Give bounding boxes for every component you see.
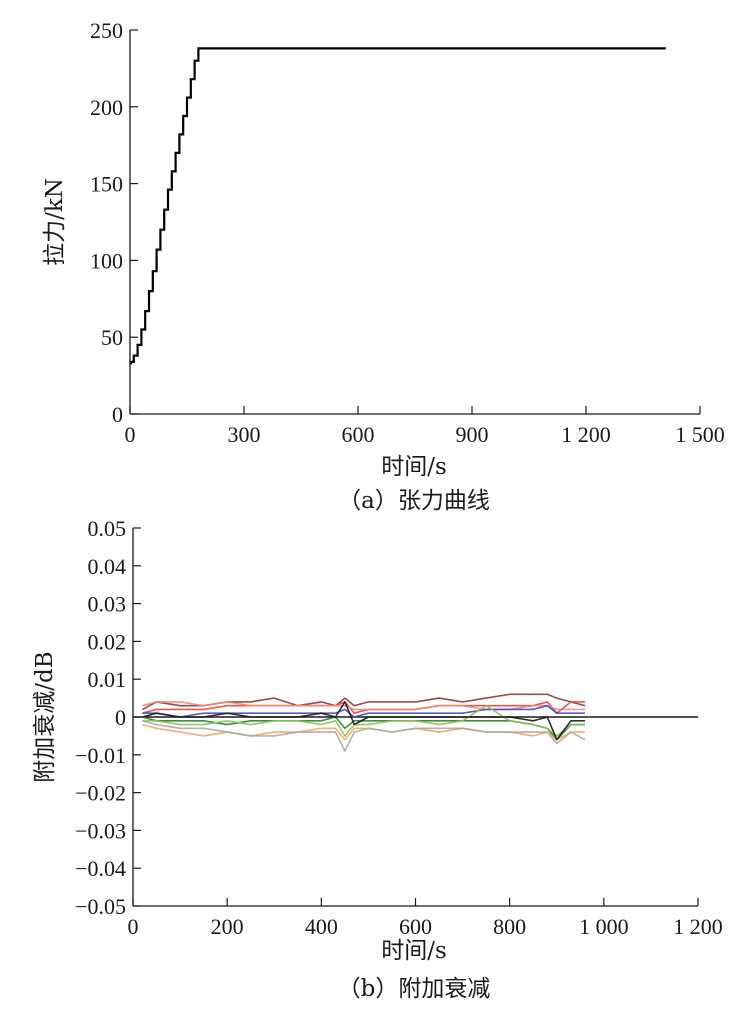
y-tick-label: 250 xyxy=(90,18,123,43)
x-tick-label: 1 500 xyxy=(675,422,725,447)
attenuation-series-line-8 xyxy=(142,701,585,741)
y-tick-label: 200 xyxy=(90,95,123,120)
x-tick-label: 900 xyxy=(456,422,489,447)
y-tick-label: −0.02 xyxy=(75,781,126,806)
tension-series-layer xyxy=(130,47,666,365)
y-tick-label: −0.01 xyxy=(75,743,126,768)
y-tick-label: 0 xyxy=(112,402,123,427)
x-tick-label: 300 xyxy=(228,422,261,447)
attenuation-axes: 0 200 400 600 800 1 000 1 200 0.05 0.04 0.03 0.02 0… xyxy=(75,516,723,939)
y-tick-label: 150 xyxy=(90,172,123,197)
x-tick-label: 0 xyxy=(128,914,139,939)
tension-chart: 0 300 600 900 1 200 1 500 0 50 100 150 200 250 时间/s… xyxy=(42,18,725,514)
y-tick-label: 0.02 xyxy=(88,629,127,654)
attenuation-series-line-5 xyxy=(142,704,585,737)
attenuation-y-axis-label: 附加衰减/dB xyxy=(32,651,58,782)
tension-series-line-0 xyxy=(130,47,666,365)
x-tick-label: 400 xyxy=(305,914,338,939)
x-tick-label: 600 xyxy=(342,422,375,447)
y-tick-label: 50 xyxy=(101,325,123,350)
tension-y-axis-label: 拉力/kN xyxy=(42,178,68,266)
y-tick-label: 0.01 xyxy=(88,667,127,692)
attenuation-x-axis-label: 时间/s xyxy=(381,938,447,964)
attenuation-series-line-0 xyxy=(142,693,586,711)
attenuation-chart: 0 200 400 600 800 1 000 1 200 0.05 0.04 0.03 0.02 0… xyxy=(32,516,723,1002)
attenuation-series-layer xyxy=(133,693,698,752)
y-tick-label: −0.04 xyxy=(75,856,126,881)
y-tick-label: −0.03 xyxy=(75,818,126,843)
attenuation-caption: （b）附加衰减 xyxy=(338,976,491,1002)
x-tick-label: 1 200 xyxy=(673,914,723,939)
tension-caption: （a）张力曲线 xyxy=(338,488,490,514)
x-tick-label: 1 200 xyxy=(561,422,611,447)
tension-axes: 0 300 600 900 1 200 1 500 0 50 100 150 200 250 xyxy=(90,18,725,447)
tension-x-axis-label: 时间/s xyxy=(381,454,447,480)
x-tick-label: 0 xyxy=(125,422,136,447)
y-tick-label: 0.03 xyxy=(88,592,127,617)
attenuation-series-line-7 xyxy=(142,720,586,752)
x-tick-label: 1 000 xyxy=(579,914,629,939)
y-tick-label: 100 xyxy=(90,248,123,273)
x-tick-label: 600 xyxy=(399,914,432,939)
attenuation-series-line-2 xyxy=(142,701,585,711)
y-tick-label: 0.04 xyxy=(88,554,127,579)
y-tick-label: −0.05 xyxy=(75,894,126,919)
y-tick-label: 0 xyxy=(115,705,126,730)
x-tick-label: 200 xyxy=(211,914,244,939)
y-tick-label: 0.05 xyxy=(88,516,127,541)
x-tick-label: 800 xyxy=(493,914,526,939)
attenuation-series-line-6 xyxy=(142,723,585,741)
